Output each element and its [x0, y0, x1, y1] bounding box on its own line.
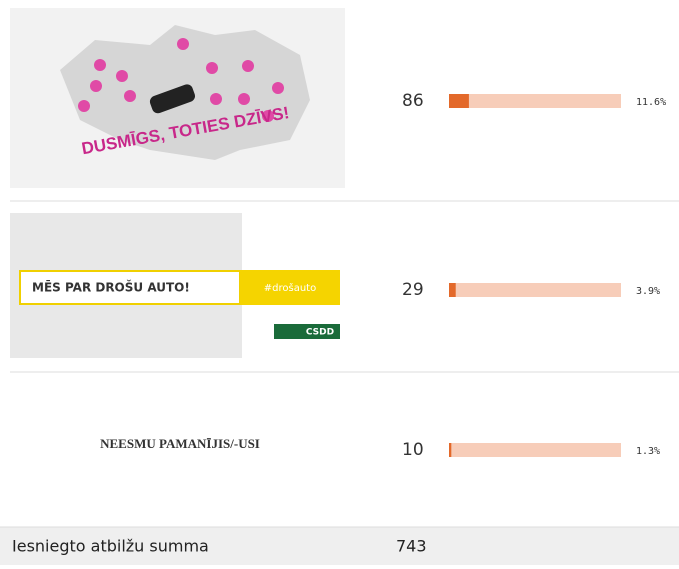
bar-track [449, 283, 621, 297]
banner [19, 270, 241, 305]
footer-label: Iesniegto atbilžu summa [12, 537, 209, 556]
footer-total: 743 [396, 537, 427, 556]
count: 29 [402, 280, 424, 300]
bar-track [449, 94, 621, 108]
count: 86 [402, 91, 424, 111]
image-text: MĒS PAR DROŠU AUTO! [32, 280, 190, 295]
image-drosu-auto: MĒS PAR DROŠU AUTO! #drošauto CSDD [10, 213, 340, 358]
bar [449, 443, 452, 457]
percent: 11.6% [636, 97, 666, 108]
image-tag: #drošauto [264, 282, 316, 294]
bar [449, 283, 456, 297]
image-dusmigs: DUSMĪGS, TOTIES DZĪVS! [10, 8, 345, 188]
count: 10 [402, 440, 424, 460]
percent: 1.3% [636, 446, 660, 457]
bar [449, 94, 469, 108]
option-label: NEESMU PAMANĪJIS/-USI [100, 436, 260, 451]
map-dots [78, 38, 284, 122]
footer-bg [0, 527, 679, 565]
logo-bg [274, 324, 340, 339]
banner-tag-bg [240, 270, 340, 305]
percent: 3.9% [636, 286, 660, 297]
image-logo: CSDD [306, 328, 334, 338]
bar-track [449, 443, 621, 457]
key-icon [149, 84, 196, 114]
